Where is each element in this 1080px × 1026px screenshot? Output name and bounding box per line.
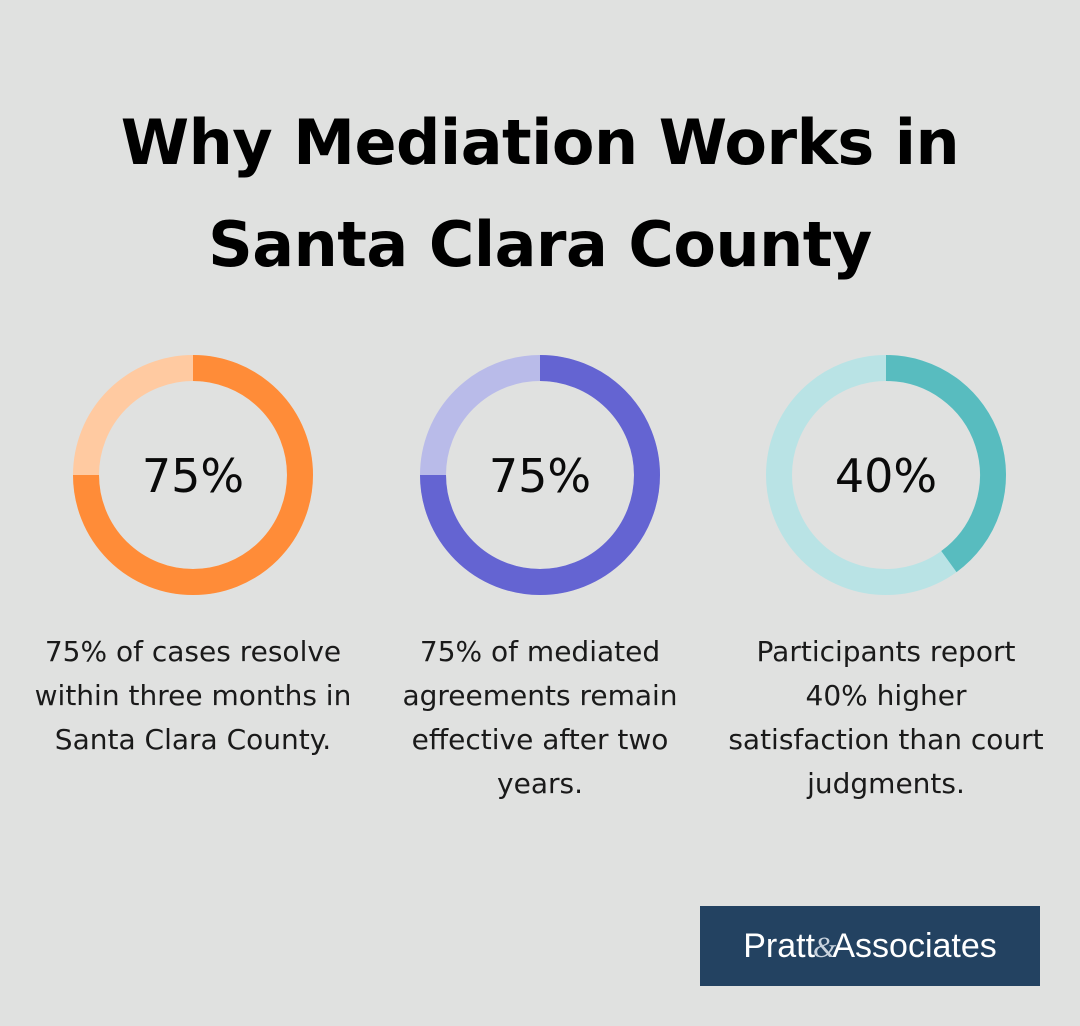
stat-card-1: 75% 75% of mediated agreements remain ef… (367, 350, 713, 806)
donut-value-label-1: 75% (489, 449, 591, 503)
title-line-2: Santa Clara County (208, 208, 872, 281)
logo-text-associates: Associates (832, 927, 996, 965)
donut-arc-2 (885, 355, 1006, 573)
donut-value-label-2: 40% (835, 449, 937, 503)
stat-description-0: 75% of cases resolve within three months… (34, 635, 352, 756)
pratt-associates-logo[interactable]: Pratt&Associates (700, 906, 1040, 986)
title-line-1: Why Mediation Works in (120, 106, 960, 179)
logo-wordmark: Pratt&Associates (743, 927, 997, 965)
stat-description-1: 75% of mediated agreements remain effect… (402, 635, 678, 800)
donut-chart-1: 75% (420, 355, 660, 595)
logo-text-pratt: Pratt (743, 927, 815, 965)
logo-text: Pratt&Associates (743, 927, 997, 965)
stat-card-2: 40% Participants report 40% higher satis… (713, 350, 1059, 806)
stat-card-0: 75% 75% of cases resolve within three mo… (20, 350, 366, 762)
donut-arc-0 (73, 355, 313, 595)
donut-arc-1 (420, 355, 660, 595)
logo-ampersand: & (813, 931, 837, 964)
donut-chart-0: 75% (73, 355, 313, 595)
donut-value-label-0: 75% (142, 449, 244, 503)
donut-chart-2: 40% (766, 355, 1006, 595)
page-title: Why Mediation Works in Santa Clara Count… (0, 92, 1080, 296)
stat-description-2: Participants report 40% higher satisfact… (728, 635, 1044, 800)
